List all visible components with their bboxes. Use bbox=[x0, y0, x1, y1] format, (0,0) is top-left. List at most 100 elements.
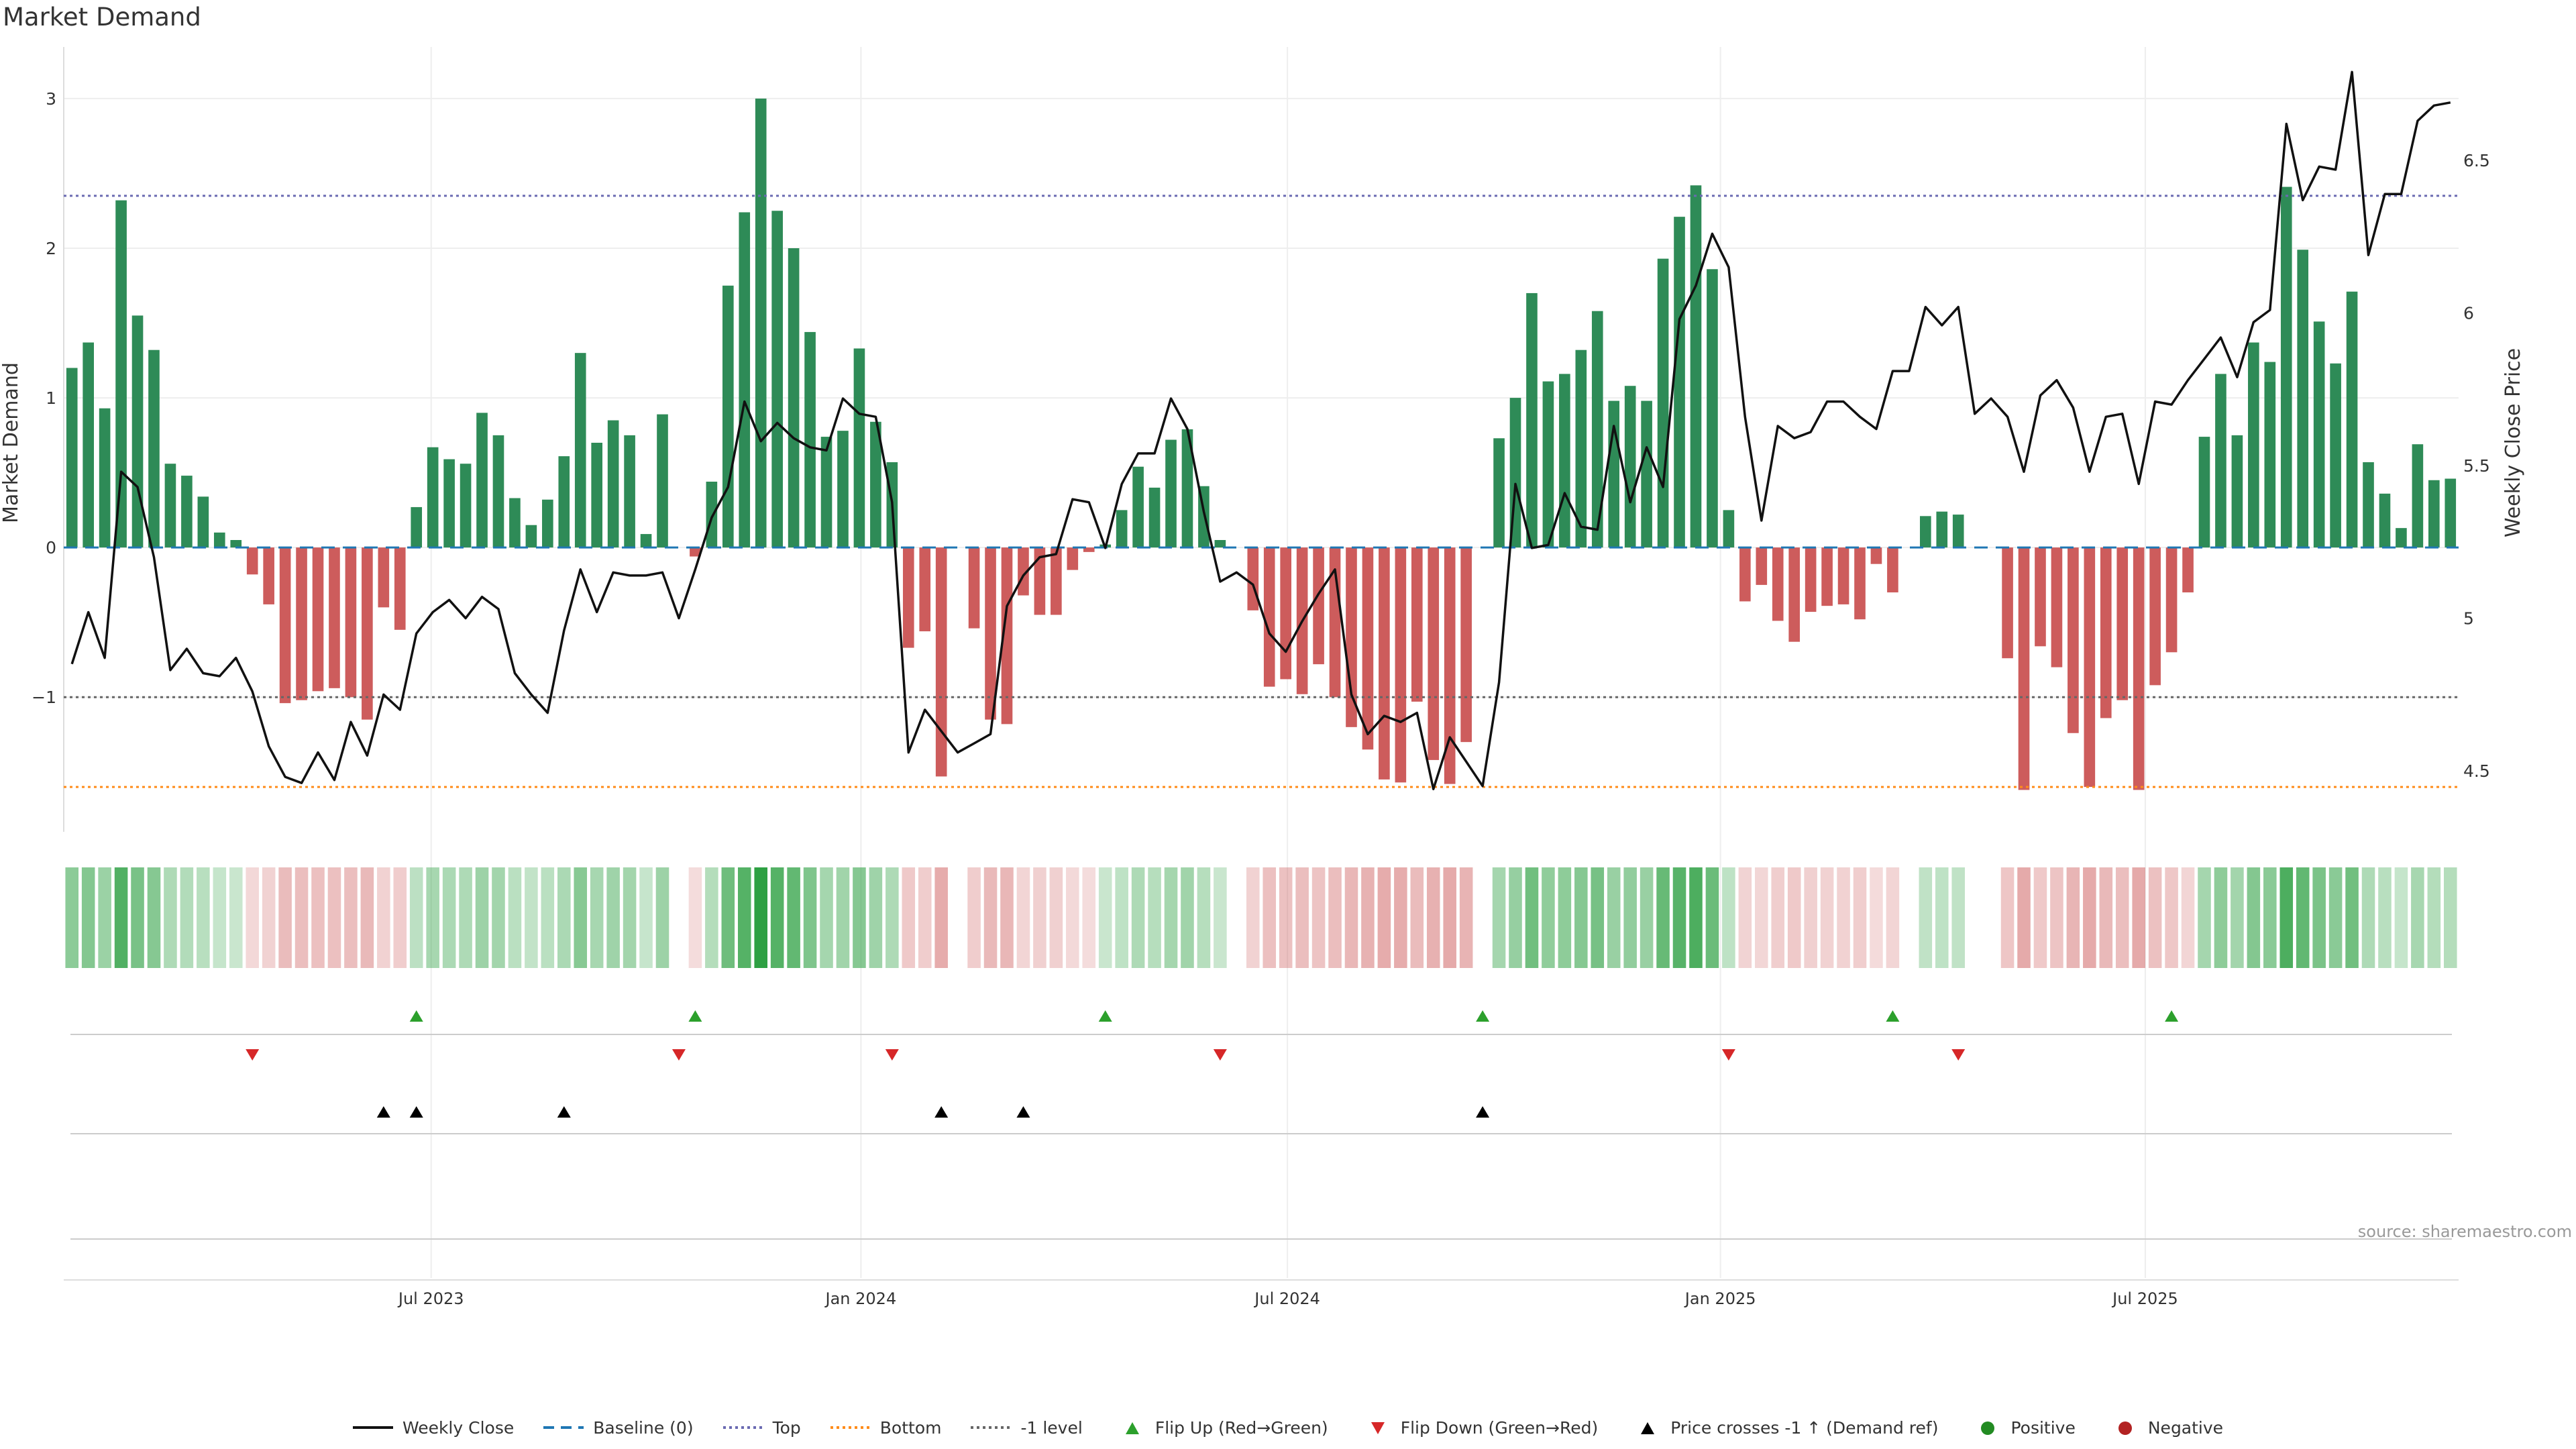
heat-strip-cell bbox=[590, 867, 604, 968]
heat-strip-cell bbox=[623, 867, 637, 968]
negative-demand-bar bbox=[345, 547, 357, 698]
negative-demand-bar bbox=[2165, 547, 2178, 653]
heat-strip-cell bbox=[836, 867, 850, 968]
y-tick-label: 3 bbox=[46, 89, 56, 109]
positive-demand-bar bbox=[739, 212, 751, 548]
heat-strip-cell bbox=[1295, 867, 1309, 968]
negative-demand-bar bbox=[1313, 547, 1324, 665]
heat-strip-cell bbox=[1361, 867, 1375, 968]
legend-swatch bbox=[2118, 1421, 2132, 1435]
positive-demand-bar bbox=[2363, 462, 2374, 548]
heat-strip-cell bbox=[803, 867, 817, 968]
heat-strip-cell bbox=[1426, 867, 1440, 968]
positive-demand-bar bbox=[1690, 185, 1702, 548]
heat-strip-cell bbox=[246, 867, 259, 968]
positive-demand-bar bbox=[197, 496, 209, 548]
flip-down-marker bbox=[885, 1049, 899, 1061]
heat-strip-cell bbox=[278, 867, 292, 968]
heat-strip-cell bbox=[754, 867, 767, 968]
positive-demand-bar bbox=[853, 348, 865, 548]
negative-demand-bar bbox=[1247, 547, 1259, 610]
heat-strip-cell bbox=[557, 867, 571, 968]
flip-down-marker bbox=[246, 1049, 260, 1061]
y2-tick-label: 5 bbox=[2463, 609, 2474, 629]
positive-demand-bar bbox=[2248, 342, 2259, 548]
positive-demand-bar bbox=[657, 414, 668, 548]
negative-demand-bar bbox=[362, 547, 373, 720]
heat-strip-cell bbox=[1558, 867, 1572, 968]
negative-demand-bar bbox=[1346, 547, 1357, 727]
heat-strip-cell bbox=[2017, 867, 2031, 968]
heat-strip-cell bbox=[1492, 867, 1506, 968]
y2-axis-title: Weekly Close Price bbox=[2502, 348, 2525, 537]
heat-strip-cell bbox=[98, 867, 111, 968]
legend-item: Flip Down (Green→Red) bbox=[1358, 1418, 1598, 1438]
negative-demand-bar bbox=[968, 547, 980, 629]
flip-up-marker bbox=[1476, 1010, 1490, 1022]
negative-demand-bar bbox=[1854, 547, 1866, 620]
heat-strip-cell bbox=[2066, 867, 2080, 968]
heat-strip-cell bbox=[197, 867, 210, 968]
negative-demand-bar bbox=[985, 547, 996, 720]
heat-strip-cell bbox=[426, 867, 439, 968]
negative-demand-bar bbox=[1018, 547, 1029, 596]
heat-strip-cell bbox=[1640, 867, 1654, 968]
positive-demand-bar bbox=[2198, 437, 2210, 548]
positive-demand-bar bbox=[542, 499, 553, 548]
positive-demand-bar bbox=[2379, 493, 2391, 548]
positive-demand-bar bbox=[164, 464, 176, 548]
heat-strip-cell bbox=[2099, 867, 2113, 968]
negative-demand-bar bbox=[1083, 547, 1095, 552]
legend-swatch bbox=[543, 1426, 584, 1429]
positive-demand-bar bbox=[2396, 528, 2407, 548]
heat-strip-cell bbox=[1935, 867, 1949, 968]
heat-strip-cell bbox=[360, 867, 374, 968]
positive-demand-bar bbox=[66, 368, 78, 548]
legend-label: Baseline (0) bbox=[593, 1418, 694, 1438]
weekly-close-line bbox=[70, 70, 2451, 791]
heat-strip-cell bbox=[508, 867, 522, 968]
positive-demand-bar bbox=[1591, 311, 1603, 548]
legend-item: Top bbox=[722, 1418, 801, 1438]
positive-demand-bar bbox=[870, 421, 881, 548]
heat-strip-cell bbox=[1263, 867, 1277, 968]
heat-strip-cell bbox=[1394, 867, 1407, 968]
heat-strip-cell bbox=[2263, 867, 2277, 968]
heat-strip-cell bbox=[294, 867, 309, 968]
y2-tick-label: 4.5 bbox=[2463, 761, 2490, 781]
positive-demand-bar bbox=[181, 476, 193, 548]
positive-demand-bar bbox=[492, 435, 504, 548]
positive-demand-bar bbox=[2231, 435, 2243, 548]
positive-demand-bar bbox=[837, 431, 849, 548]
positive-demand-bar bbox=[706, 482, 718, 548]
negative-demand-bar bbox=[2182, 547, 2194, 593]
heat-strip-cell bbox=[541, 867, 555, 968]
x-tick-label: Jul 2024 bbox=[1253, 1289, 1320, 1308]
negative-demand-bar bbox=[1034, 547, 1046, 615]
positive-demand-bar bbox=[607, 420, 619, 548]
heat-strip-cell bbox=[344, 867, 358, 968]
heat-strip-cell bbox=[1164, 867, 1178, 968]
negative-demand-bar bbox=[2116, 547, 2129, 700]
heat-strip-cell bbox=[902, 867, 916, 968]
heat-strip-cell bbox=[1804, 867, 1817, 968]
legend-swatch bbox=[722, 1426, 763, 1429]
negative-demand-bar bbox=[1837, 547, 1849, 604]
y-tick-label: 2 bbox=[46, 239, 56, 258]
negative-demand-bar bbox=[2100, 547, 2112, 718]
positive-demand-bar bbox=[2215, 374, 2226, 548]
positive-demand-bar bbox=[1919, 516, 1931, 548]
positive-demand-bar bbox=[1657, 258, 1669, 548]
flip-down-marker bbox=[672, 1049, 686, 1061]
y-tick-label: −1 bbox=[32, 688, 56, 707]
heat-strip-cell bbox=[1820, 867, 1834, 968]
negative-demand-bar bbox=[1001, 547, 1013, 724]
negative-demand-bar bbox=[1395, 547, 1407, 783]
heat-strip-cell bbox=[65, 867, 79, 968]
heat-strip-cell bbox=[1870, 867, 1883, 968]
negative-demand-bar bbox=[2018, 547, 2030, 790]
y-tick-label: 1 bbox=[46, 388, 56, 408]
legend-swatch bbox=[352, 1426, 393, 1429]
negative-demand-bar bbox=[1263, 547, 1275, 687]
heat-strip-cell bbox=[2378, 867, 2392, 968]
